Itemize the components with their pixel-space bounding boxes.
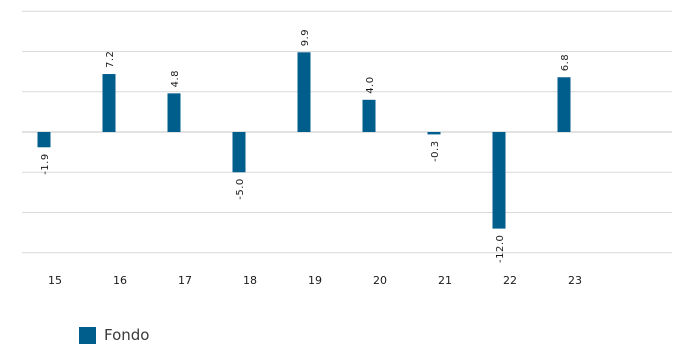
bar-18 (232, 132, 246, 173)
x-tick-label-22: 22 (503, 274, 517, 287)
data-label-16: 7.2 (105, 51, 116, 68)
data-label-18: -5.0 (235, 178, 246, 200)
x-tick-label-19: 19 (308, 274, 322, 287)
legend: Fondo (79, 326, 149, 344)
bar-22 (492, 132, 506, 229)
legend-label-fondo: Fondo (104, 326, 150, 344)
data-label-23: 6.8 (560, 54, 571, 71)
legend-swatch-fondo (79, 326, 96, 344)
data-label-22: -12.0 (495, 235, 506, 263)
x-tick-label-23: 23 (568, 274, 582, 287)
bar-20 (362, 99, 376, 132)
x-tick-label-17: 17 (178, 274, 192, 287)
x-tick-label-18: 18 (243, 274, 257, 287)
x-tick-label-16: 16 (113, 274, 127, 287)
data-label-20: 4.0 (365, 76, 376, 93)
data-label-21: -0.3 (430, 140, 441, 162)
bar-19 (297, 52, 311, 132)
bar-21 (427, 132, 441, 135)
data-label-17: 4.8 (170, 70, 181, 87)
data-label-15: -1.9 (40, 153, 51, 175)
data-label-19: 9.9 (300, 29, 311, 46)
bar-23 (557, 77, 571, 132)
x-tick-label-21: 21 (438, 274, 452, 287)
bar-17 (167, 93, 181, 132)
bar-16 (102, 74, 116, 132)
bar-15 (37, 132, 51, 148)
x-tick-label-15: 15 (48, 274, 62, 287)
x-tick-label-20: 20 (373, 274, 387, 287)
